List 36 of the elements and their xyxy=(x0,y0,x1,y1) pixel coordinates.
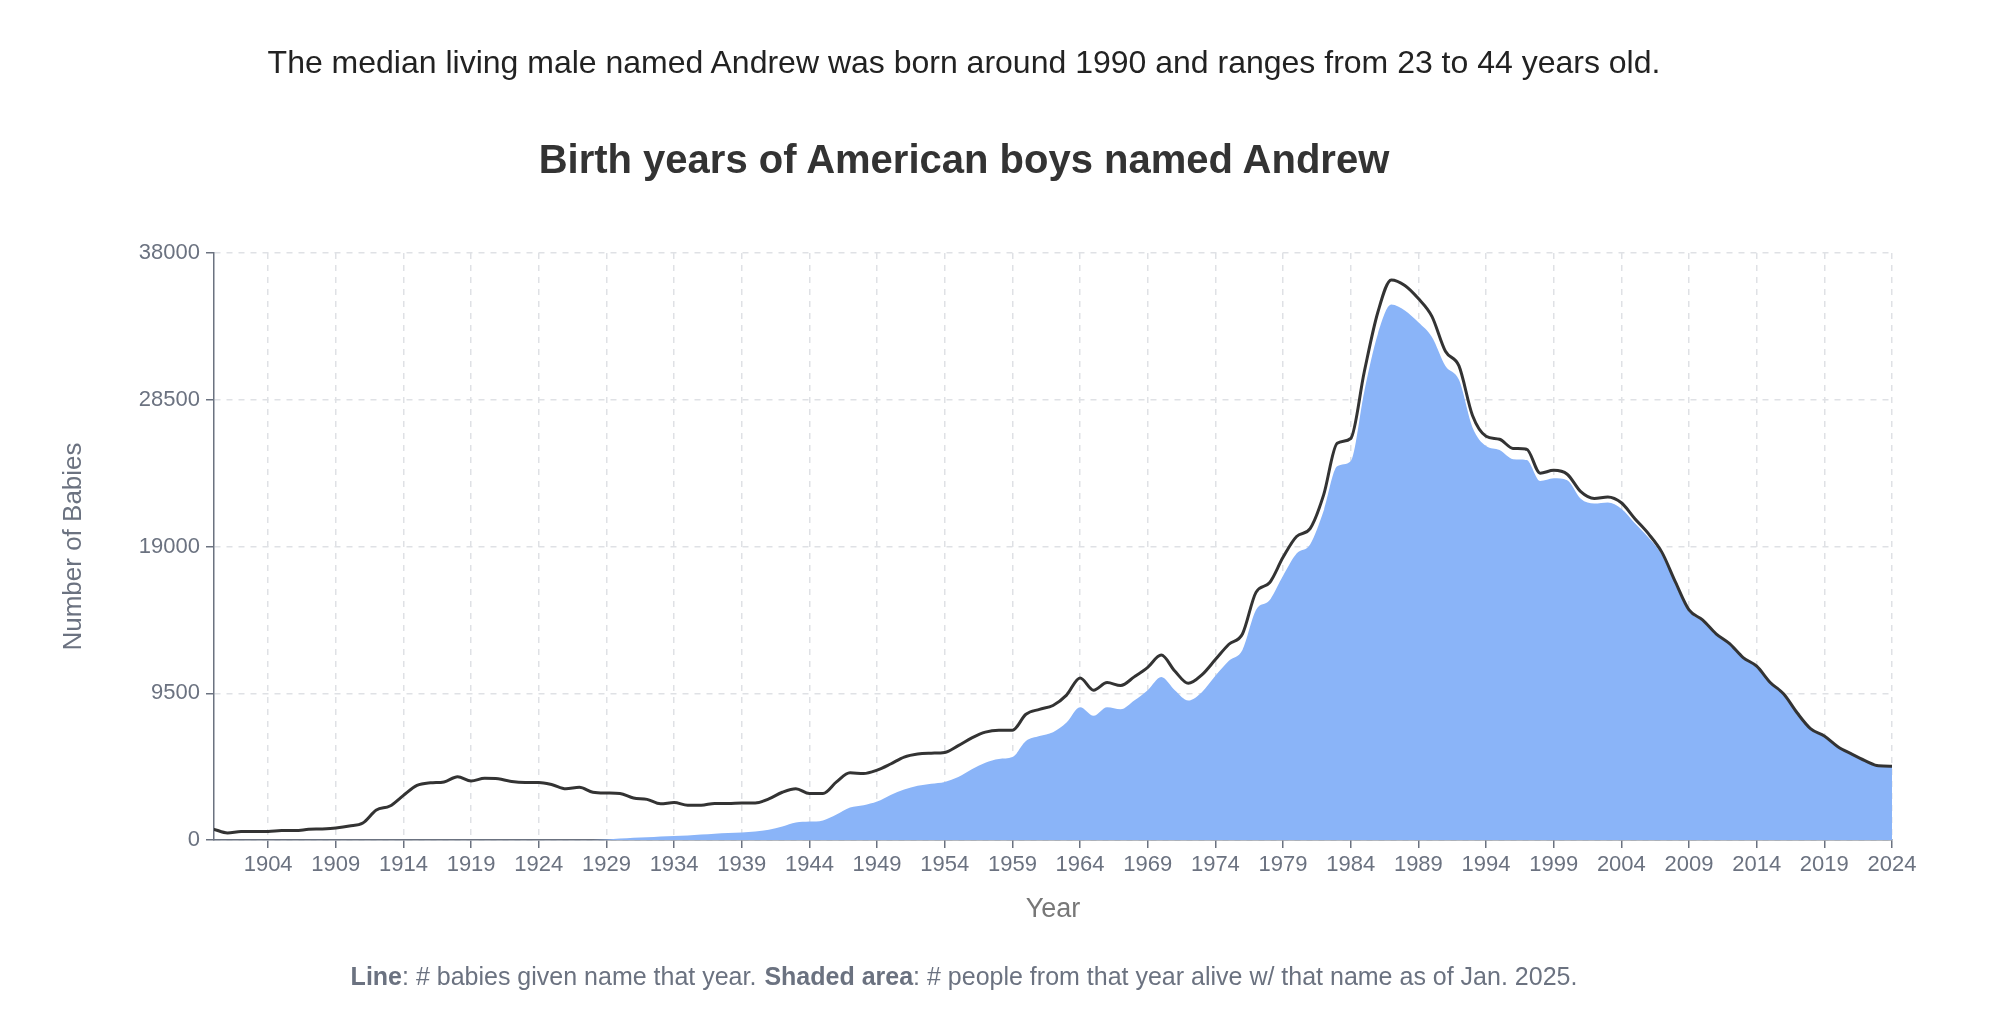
x-tick-label: 2009 xyxy=(1664,851,1714,877)
text: Shaded area: # people from that year alive w/ that name as of Jan. 2025. xyxy=(764,962,1578,990)
x-tick-label: 1984 xyxy=(1326,851,1376,877)
chart-title: Birth years of American boys named Andrew xyxy=(537,137,1391,182)
x-tick-label: 1949 xyxy=(852,851,902,877)
x-tick-label: 1979 xyxy=(1258,851,1308,877)
x-tick-label: 1929 xyxy=(581,851,631,877)
y-axis-title: Number of Babies xyxy=(56,442,87,651)
x-tick-label: 1999 xyxy=(1529,851,1579,877)
x-tick-label: 1944 xyxy=(784,851,834,877)
x-tick-label: 1964 xyxy=(1055,851,1105,877)
x-tick-label: 1954 xyxy=(920,851,970,877)
x-tick-label: 2024 xyxy=(1867,851,1917,877)
x-tick-label: 1924 xyxy=(514,851,564,877)
x-tick-label: 1919 xyxy=(446,851,496,877)
x-tick-label: 1939 xyxy=(717,851,767,877)
x-tick-label: 2004 xyxy=(1596,851,1646,877)
x-tick-label: 1934 xyxy=(649,851,699,877)
y-tick-label: 38000 xyxy=(138,239,200,265)
x-tick-label: 2019 xyxy=(1799,851,1849,877)
text: Line: # babies given name that year. xyxy=(350,962,757,990)
x-tick-label: 1959 xyxy=(987,851,1037,877)
x-tick-label: 1904 xyxy=(243,851,293,877)
x-tick-label: 1969 xyxy=(1123,851,1173,877)
x-tick-label: 1989 xyxy=(1393,851,1443,877)
y-tick-label: 0 xyxy=(187,826,200,852)
x-tick-label: 1909 xyxy=(311,851,361,877)
x-tick-label: 1974 xyxy=(1190,851,1240,877)
x-tick-label: 1914 xyxy=(378,851,428,877)
x-tick-label: 1994 xyxy=(1461,851,1511,877)
x-tick-label: 2014 xyxy=(1732,851,1782,877)
y-tick-label: 9500 xyxy=(151,679,200,705)
y-tick-label: 28500 xyxy=(138,385,200,411)
chart-subtitle: The median living male named Andrew was born around 1990 and ranges from 23 to 44 years old. xyxy=(266,44,1662,81)
x-axis-title: Year xyxy=(1025,893,1081,924)
y-tick-label: 19000 xyxy=(138,532,200,558)
